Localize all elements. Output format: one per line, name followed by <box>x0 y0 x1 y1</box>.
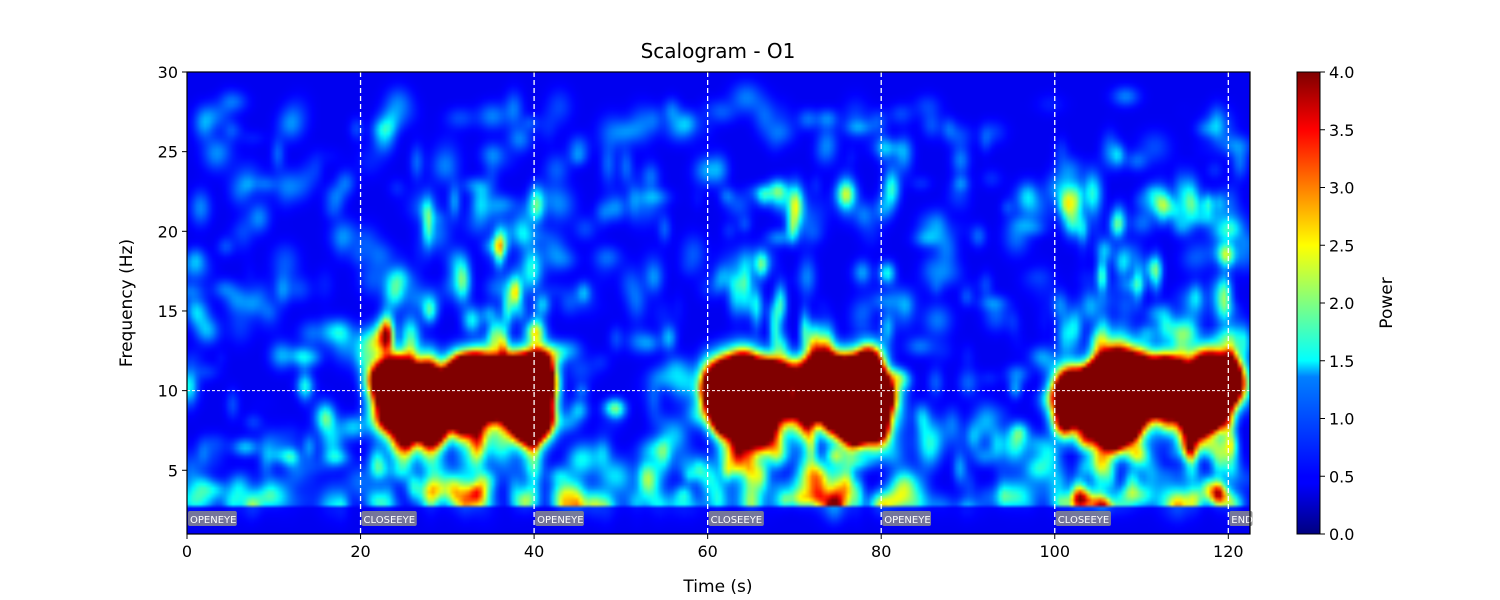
x-tick-label: 0 <box>182 542 192 561</box>
colorbar-tick-label: 3.0 <box>1329 179 1354 198</box>
colorbar-tick-label: 2.0 <box>1329 294 1354 313</box>
event-label: CLOSEEYE <box>364 515 415 526</box>
x-tick-label: 80 <box>871 542 891 561</box>
event-label: CLOSEEYE <box>711 515 762 526</box>
colorbar-tick-label: 0.0 <box>1329 525 1354 544</box>
event-label-box <box>188 511 237 526</box>
x-axis-title: Time (s) <box>682 577 752 597</box>
event-label: OPENEYE <box>190 515 236 526</box>
event-label-box <box>882 511 932 526</box>
x-tick-label: 20 <box>350 542 370 561</box>
colorbar <box>1297 72 1320 534</box>
y-axis: 5 10 15 20 25 30 <box>158 63 187 480</box>
x-axis: 0 20 40 60 80 100 120 <box>182 534 1244 561</box>
event-label-box <box>1055 511 1111 526</box>
event-label-box <box>708 511 764 526</box>
event-label: OPENEYE <box>884 515 930 526</box>
colorbar-tick-label: 1.0 <box>1329 410 1354 429</box>
colorbar-title: Power <box>1377 277 1397 328</box>
x-tick-label: 120 <box>1213 542 1244 561</box>
y-tick-label: 30 <box>158 63 178 82</box>
y-axis-title: Frequency (Hz) <box>117 239 137 367</box>
x-tick-label: 100 <box>1039 542 1070 561</box>
x-tick-label: 60 <box>697 542 717 561</box>
y-tick-label: 20 <box>158 222 178 241</box>
y-tick-label: 10 <box>158 382 178 401</box>
chart-title: Scalogram - O1 <box>641 39 796 63</box>
event-label-box <box>361 511 417 526</box>
y-tick-label: 25 <box>158 143 178 162</box>
event-label-box <box>1229 511 1253 526</box>
event-label: END <box>1231 515 1253 526</box>
colorbar-tick-label: 1.5 <box>1329 352 1354 371</box>
y-tick-label: 15 <box>158 302 178 321</box>
colorbar-tick-label: 4.0 <box>1329 63 1354 82</box>
y-tick-label: 5 <box>168 461 178 480</box>
plot-frame <box>186 71 1251 535</box>
colorbar-tick-label: 3.5 <box>1329 121 1354 140</box>
event-label-box <box>535 511 584 526</box>
colorbar-axis: 0.0 0.5 1.0 1.5 2.0 2.5 3.0 3.5 4.0 <box>1320 63 1354 544</box>
colorbar-tick-label: 0.5 <box>1329 467 1354 486</box>
x-tick-label: 40 <box>524 542 544 561</box>
event-label: CLOSEEYE <box>1058 515 1109 526</box>
event-markers: OPENEYE CLOSEEYE OPENEYE CLOSEEYE OPENEYE CLO… <box>188 72 1253 534</box>
colorbar-tick-label: 2.5 <box>1329 236 1354 255</box>
heatmap-image <box>187 72 1250 534</box>
scalogram-heatmap <box>187 72 1250 534</box>
event-label: OPENEYE <box>537 515 583 526</box>
